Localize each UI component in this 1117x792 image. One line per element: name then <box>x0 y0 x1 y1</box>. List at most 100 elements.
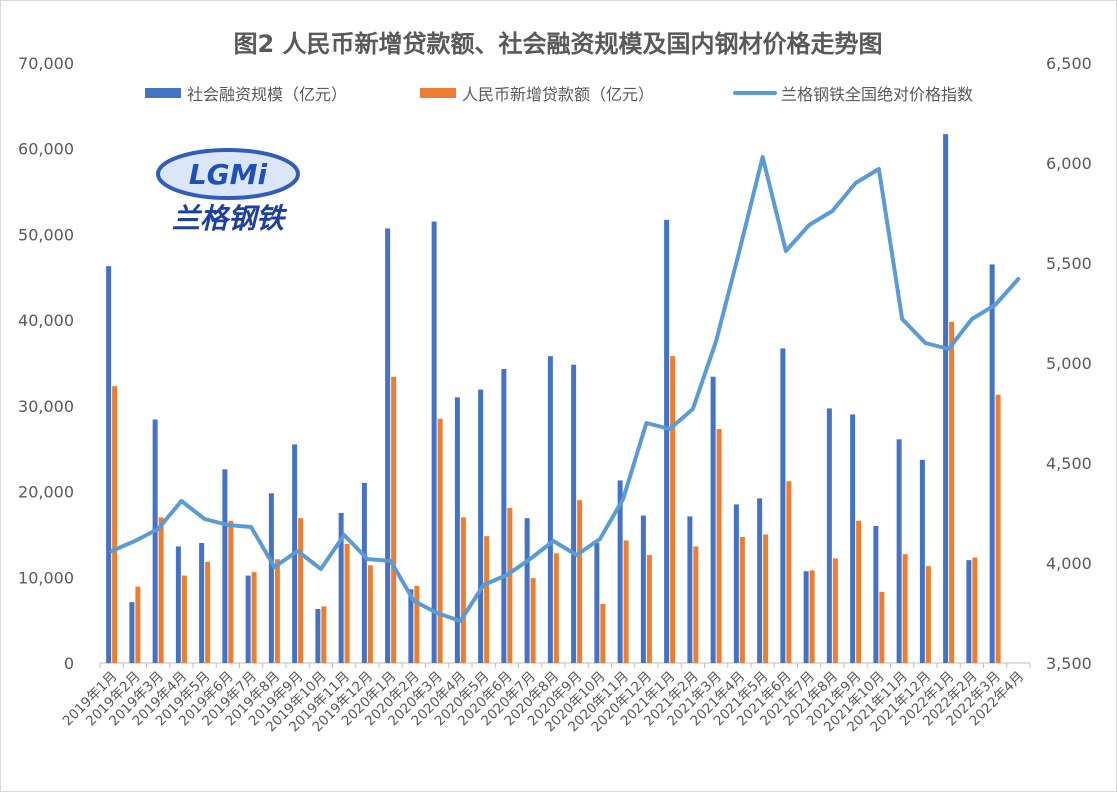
bar-social-financing <box>710 376 716 663</box>
bar-new-loans <box>693 546 699 663</box>
bar-social-financing <box>268 493 274 663</box>
bar-social-financing <box>873 525 879 663</box>
bar-new-loans <box>274 559 280 663</box>
bar-new-loans <box>507 507 513 663</box>
y-left-tick-label: 60,000 <box>18 140 74 159</box>
y-left-tick-label: 20,000 <box>18 483 74 502</box>
bar-new-loans <box>972 557 978 663</box>
bar-social-financing <box>989 264 995 663</box>
y-left-tick-label: 10,000 <box>18 568 74 587</box>
bar-new-loans <box>925 566 931 663</box>
bar-new-loans <box>716 429 722 663</box>
bar-new-loans <box>158 517 164 663</box>
bar-social-financing <box>780 348 786 663</box>
bar-social-financing <box>315 609 321 663</box>
bar-new-loans <box>856 520 862 663</box>
lgmi-logo: LGMi 兰格钢铁 <box>156 148 300 235</box>
legend: 社会融资规模（亿元） 人民币新增贷款额（亿元） 兰格钢铁全国绝对价格指数 <box>145 85 973 104</box>
bar-new-loans <box>902 554 908 663</box>
bar-new-loans <box>763 534 769 663</box>
bar-new-loans <box>135 586 141 663</box>
bar-social-financing <box>594 543 600 663</box>
bar-social-financing <box>803 571 809 663</box>
y-left-tick-label: 40,000 <box>18 311 74 330</box>
y-left-tick-label: 0 <box>64 654 74 673</box>
bar-social-financing <box>617 480 623 663</box>
bar-new-loans <box>460 517 466 663</box>
y-right-tick-label: 6,000 <box>1046 154 1092 173</box>
bar-new-loans <box>367 565 373 663</box>
bar-social-financing <box>175 546 181 663</box>
bar-new-loans <box>879 591 885 663</box>
bar-new-loans <box>344 543 350 663</box>
bar-new-loans <box>739 537 745 663</box>
bar-social-financing <box>966 560 972 663</box>
y-right-tick-label: 5,000 <box>1046 354 1092 373</box>
chart-title: 图2 人民币新增贷款额、社会融资规模及国内钢材价格走势图 <box>233 30 882 58</box>
bar-social-financing <box>757 498 763 663</box>
bar-social-financing <box>454 397 460 663</box>
y-right-tick-label: 3,500 <box>1046 654 1092 673</box>
bar-social-financing <box>640 515 646 663</box>
bar-new-loans <box>391 376 397 663</box>
bar-new-loans <box>530 578 536 663</box>
bar-social-financing <box>245 575 251 663</box>
bar-new-loans <box>623 540 629 663</box>
bar-social-financing <box>571 364 577 663</box>
legend-swatch-new-loans <box>420 88 456 98</box>
bar-social-financing <box>106 266 112 663</box>
bar-new-loans <box>484 536 490 663</box>
bar-social-financing <box>547 356 553 663</box>
bar-social-financing <box>152 419 158 663</box>
bar-new-loans <box>670 356 676 663</box>
bar-new-loans <box>809 570 815 663</box>
bar-social-financing <box>501 369 507 663</box>
bar-social-financing <box>733 504 739 663</box>
y-left-tick-label: 50,000 <box>18 225 74 244</box>
bar-new-loans <box>646 555 652 663</box>
bar-new-loans <box>949 321 955 663</box>
bar-social-financing <box>943 134 949 664</box>
logo-text: 兰格钢铁 <box>172 202 288 235</box>
bar-new-loans <box>181 575 187 663</box>
logo-ellipse <box>156 148 300 200</box>
legend-label-price-index: 兰格钢铁全国绝对价格指数 <box>781 85 973 104</box>
line-price-index <box>109 155 1021 623</box>
bar-social-financing <box>129 602 135 663</box>
y-right-tick-label: 4,500 <box>1046 454 1092 473</box>
y-right-tick-label: 4,000 <box>1046 554 1092 573</box>
bar-new-loans <box>228 520 234 663</box>
bar-social-financing <box>687 516 693 663</box>
bar-social-financing <box>361 483 367 663</box>
bar-new-loans <box>600 603 606 663</box>
bar-new-loans <box>112 386 118 663</box>
y-left-tick-label: 30,000 <box>18 397 74 416</box>
bar-social-financing <box>431 221 437 664</box>
bar-social-financing <box>850 414 856 663</box>
bar-new-loans <box>414 585 420 663</box>
bar-new-loans <box>995 394 1001 663</box>
bar-new-loans <box>321 606 327 663</box>
bar-new-loans <box>251 572 257 663</box>
legend-label-new-loans: 人民币新增贷款额（亿元） <box>462 85 654 104</box>
bar-social-financing <box>664 219 670 663</box>
bar-new-loans <box>437 418 443 663</box>
y-right-tick-label: 6,500 <box>1046 54 1092 73</box>
bar-new-loans <box>205 561 211 663</box>
logo-mark: LGMi <box>189 158 268 191</box>
bar-new-loans <box>832 558 838 663</box>
bar-social-financing <box>919 459 925 663</box>
bar-social-financing <box>338 513 344 663</box>
bar-social-financing <box>896 439 902 663</box>
bar-social-financing <box>199 543 205 663</box>
y-right-tick-label: 5,500 <box>1046 254 1092 273</box>
bar-social-financing <box>524 518 530 663</box>
bar-social-financing <box>478 389 484 663</box>
legend-label-social-financing: 社会融资规模（亿元） <box>187 85 347 104</box>
bar-new-loans <box>577 500 583 663</box>
bar-social-financing <box>222 469 228 663</box>
bar-social-financing <box>385 228 391 663</box>
bar-new-loans <box>298 518 304 663</box>
